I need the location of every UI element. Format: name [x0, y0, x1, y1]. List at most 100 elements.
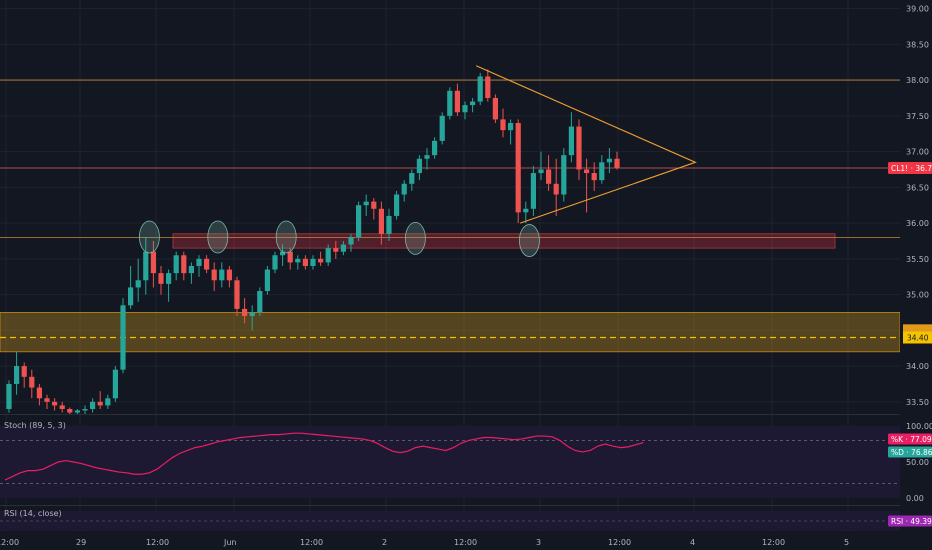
- candle-body[interactable]: [363, 201, 369, 206]
- dashed-level-badge: [903, 331, 932, 344]
- candle-body[interactable]: [454, 90, 460, 113]
- candle-body[interactable]: [500, 119, 506, 131]
- candle-body[interactable]: [67, 408, 73, 413]
- price-tick-label: 38.00: [906, 76, 929, 85]
- candle-body[interactable]: [325, 248, 331, 263]
- candle-body[interactable]: [432, 140, 438, 156]
- candle-body[interactable]: [447, 90, 453, 116]
- candle-body[interactable]: [401, 183, 407, 195]
- candle-body[interactable]: [462, 105, 468, 113]
- candle-body[interactable]: [112, 369, 118, 399]
- candle-body[interactable]: [439, 115, 445, 141]
- candle-body[interactable]: [409, 173, 415, 184]
- time-tick-label: 12:00: [146, 538, 169, 547]
- candle-body[interactable]: [416, 158, 422, 174]
- candle-body[interactable]: [6, 383, 12, 409]
- candle-body[interactable]: [74, 410, 80, 413]
- candle-body[interactable]: [287, 251, 293, 263]
- stoch-k-line[interactable]: [4, 432, 644, 481]
- candle-body[interactable]: [204, 258, 210, 270]
- stoch-label[interactable]: Stoch (89, 5, 3): [4, 421, 66, 430]
- candle-body[interactable]: [249, 312, 255, 317]
- candle-body[interactable]: [166, 273, 172, 284]
- rsi-badge-text: RSI · 49.39: [891, 517, 932, 526]
- candle-body[interactable]: [568, 126, 574, 156]
- candle-body[interactable]: [561, 155, 567, 195]
- candle-body[interactable]: [97, 401, 103, 406]
- candle-body[interactable]: [310, 258, 316, 266]
- candle-body[interactable]: [188, 265, 194, 274]
- candle-body[interactable]: [546, 169, 552, 184]
- candle-body[interactable]: [90, 401, 96, 409]
- candle-body[interactable]: [553, 183, 559, 195]
- candle-body[interactable]: [386, 215, 392, 234]
- candle-body[interactable]: [591, 173, 597, 181]
- candle-body[interactable]: [272, 255, 278, 270]
- time-axis[interactable]: 12:00 29 12:00 Jun 12:00 2 12:00 3 12:00 4 12:00 5: [0, 538, 849, 547]
- candle-body[interactable]: [584, 169, 590, 174]
- candles[interactable]: [6, 69, 620, 416]
- time-tick-label: 4: [690, 538, 695, 547]
- candle-body[interactable]: [492, 97, 498, 120]
- rsi-label[interactable]: RSI (14, close): [4, 509, 62, 518]
- candle-body[interactable]: [120, 305, 126, 370]
- candle-body[interactable]: [477, 76, 483, 102]
- candle-body[interactable]: [340, 244, 346, 252]
- candle-body[interactable]: [128, 287, 134, 306]
- candle-body[interactable]: [538, 169, 544, 174]
- price-tick-label: 35.50: [906, 255, 929, 264]
- candle-body[interactable]: [105, 398, 111, 406]
- candle-body[interactable]: [530, 173, 536, 209]
- candle-body[interactable]: [318, 258, 324, 263]
- touch-marker: [404, 221, 426, 255]
- candle-body[interactable]: [211, 269, 217, 281]
- candle-body[interactable]: [150, 251, 156, 274]
- candle-body[interactable]: [181, 255, 187, 274]
- candle-body[interactable]: [394, 194, 400, 216]
- candle-body[interactable]: [29, 376, 35, 388]
- candle-body[interactable]: [14, 366, 20, 384]
- candle-body[interactable]: [173, 255, 179, 274]
- stoch-axis[interactable]: 100.00 50.00 0.00: [906, 422, 932, 503]
- candle-body[interactable]: [333, 248, 339, 252]
- candle-body[interactable]: [348, 237, 354, 245]
- candle-body[interactable]: [44, 398, 50, 402]
- candle-body[interactable]: [485, 76, 491, 98]
- price-axis-bg: [900, 0, 932, 550]
- triangle-outline[interactable]: [475, 65, 697, 224]
- candle-body[interactable]: [280, 251, 286, 256]
- candle-body[interactable]: [196, 258, 202, 266]
- candle-body[interactable]: [135, 280, 141, 288]
- candle-body[interactable]: [52, 401, 58, 406]
- candle-body[interactable]: [424, 155, 430, 159]
- candle-body[interactable]: [242, 308, 248, 317]
- candle-body[interactable]: [599, 162, 605, 181]
- candle-body[interactable]: [264, 269, 270, 292]
- candle-body[interactable]: [302, 258, 308, 266]
- candle-body[interactable]: [576, 126, 582, 170]
- candle-body[interactable]: [59, 405, 65, 409]
- candle-body[interactable]: [523, 208, 529, 213]
- candle-body[interactable]: [515, 122, 521, 213]
- candle-body[interactable]: [36, 387, 42, 399]
- candle-body[interactable]: [226, 269, 232, 281]
- candle-body[interactable]: [158, 273, 164, 284]
- candle-body[interactable]: [295, 258, 301, 263]
- rsi-pane: RSI (14, close): [0, 509, 900, 531]
- candle-body[interactable]: [470, 101, 476, 106]
- stoch-tick-label: 0.00: [906, 494, 924, 503]
- candle-body[interactable]: [356, 205, 362, 238]
- price-axis[interactable]: 39.00 38.50 38.00 37.50 37.00 36.50 36.00 35.50…: [900, 0, 932, 550]
- candle-body[interactable]: [378, 208, 384, 234]
- candle-body[interactable]: [257, 291, 263, 313]
- candle-body[interactable]: [508, 122, 514, 131]
- candle-body[interactable]: [21, 366, 27, 377]
- candle-body[interactable]: [234, 280, 240, 309]
- candle-body[interactable]: [614, 158, 620, 169]
- candle-body[interactable]: [606, 158, 612, 163]
- candle-body[interactable]: [371, 201, 377, 209]
- candle-body[interactable]: [82, 408, 88, 411]
- candle-body[interactable]: [143, 251, 149, 281]
- candle-body[interactable]: [219, 269, 225, 281]
